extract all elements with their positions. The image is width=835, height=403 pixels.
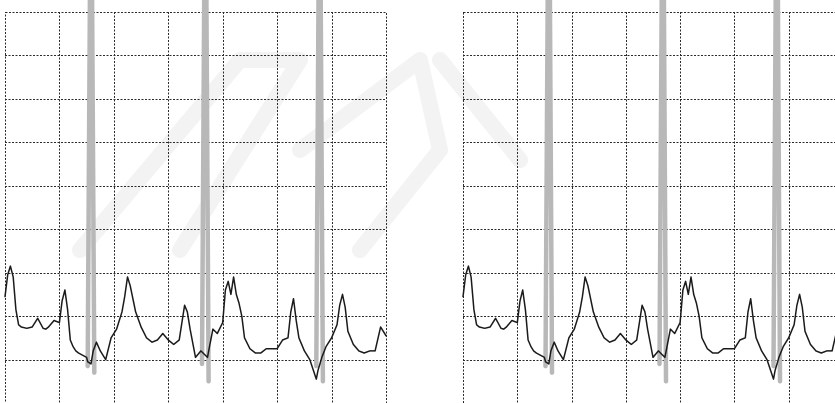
plot-frame bbox=[463, 12, 835, 403]
chart-panel-right bbox=[462, 0, 835, 403]
spike-mark-2 bbox=[199, 0, 211, 384]
signal-trace bbox=[462, 265, 835, 380]
signal-trace bbox=[4, 265, 387, 380]
spike-mark-2 bbox=[657, 0, 669, 384]
spike-mark-3 bbox=[314, 0, 326, 384]
plot-frame bbox=[5, 12, 387, 403]
chart-panel-left bbox=[4, 0, 387, 403]
watermark bbox=[72, 52, 528, 258]
spike-mark-1 bbox=[85, 0, 97, 375]
spike-mark-3 bbox=[771, 0, 783, 384]
spike-mark-1 bbox=[543, 0, 555, 375]
